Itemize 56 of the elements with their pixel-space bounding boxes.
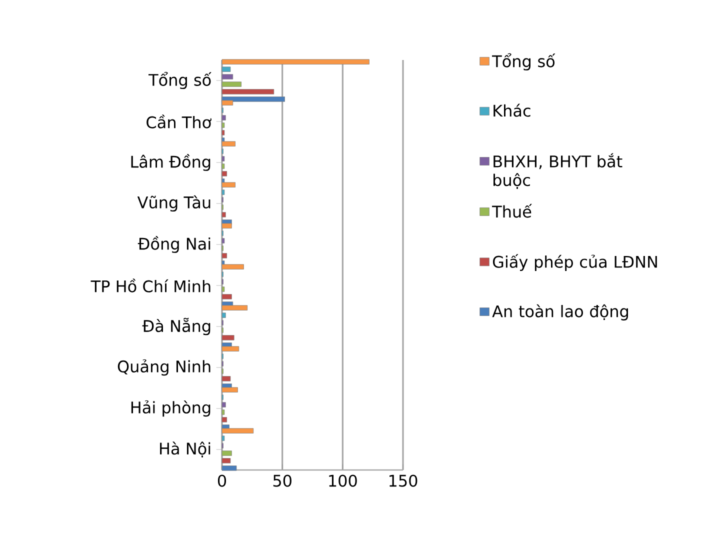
bar <box>222 410 225 415</box>
bar <box>222 417 228 422</box>
bar <box>222 182 236 188</box>
y-tick-label: Đà Nẵng <box>142 318 210 336</box>
bar <box>222 164 225 169</box>
bar <box>222 156 225 162</box>
bar <box>222 294 232 300</box>
bar <box>222 141 236 146</box>
bar <box>222 212 226 218</box>
bar <box>222 458 231 464</box>
bar <box>222 253 228 258</box>
bar <box>222 122 225 128</box>
bar <box>222 402 226 408</box>
x-tick-label: 0 <box>218 474 226 487</box>
bar <box>222 115 226 120</box>
bar <box>222 436 225 441</box>
x-tick-label: 150 <box>389 474 418 487</box>
bar <box>222 171 228 176</box>
y-tick-label: Hà Nội <box>160 442 210 458</box>
y-tick-label: Đồng Nai <box>138 236 210 253</box>
legend-label: Giấy phép của LĐNN <box>492 254 657 271</box>
bar <box>222 466 237 471</box>
bar <box>222 335 234 340</box>
y-tick-label: Quảng Ninh <box>118 359 210 376</box>
bar <box>222 346 240 352</box>
y-tick-label: Vũng Tàu <box>137 195 210 212</box>
y-tick-label: Cần Thơ <box>146 114 212 128</box>
bar <box>222 376 231 382</box>
bar <box>222 312 226 318</box>
bar <box>222 190 225 195</box>
y-tick-label: Tổng số <box>148 72 212 90</box>
bar <box>222 82 242 87</box>
bar <box>222 428 254 434</box>
bar <box>222 96 285 102</box>
x-tick-label: 50 <box>273 474 292 487</box>
bar <box>222 89 274 94</box>
bar <box>222 305 248 310</box>
legend-label: An toàn lao động <box>492 304 628 320</box>
legend-label: Thuế <box>492 204 532 218</box>
bar <box>222 450 232 456</box>
bar <box>222 130 225 136</box>
y-tick-label: TP Hồ Chí Minh <box>90 278 210 292</box>
bar <box>222 59 370 64</box>
y-tick-label: Hải phòng <box>131 400 210 417</box>
legend-label: Tổng số <box>492 53 556 70</box>
legend-label: Khác <box>494 104 530 117</box>
bar <box>222 387 238 392</box>
bar <box>222 238 225 244</box>
x-tick-label: 100 <box>329 474 357 487</box>
bar <box>222 264 244 270</box>
bar <box>222 66 231 72</box>
legend-label: BHXH, BHYT bắt buộc <box>494 153 622 189</box>
bar <box>222 74 234 80</box>
bar <box>222 286 225 292</box>
y-tick-label: Lâm Đồng <box>131 154 210 171</box>
bar <box>222 223 232 228</box>
